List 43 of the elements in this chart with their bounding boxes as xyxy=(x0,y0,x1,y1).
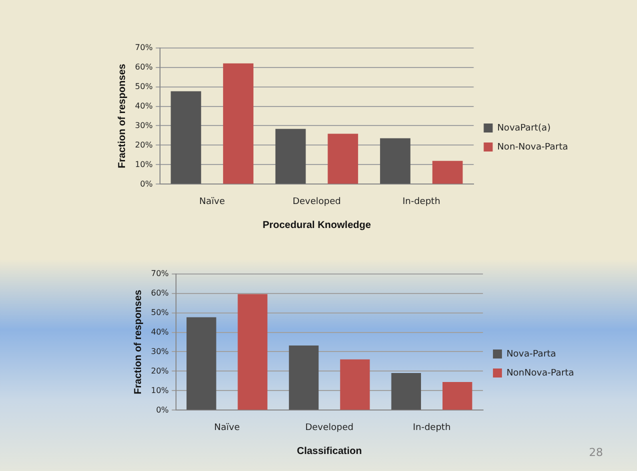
y-tick-label: 20% xyxy=(135,140,154,150)
bar xyxy=(275,128,306,184)
bar xyxy=(380,138,410,184)
bar xyxy=(442,382,472,410)
text: 28 xyxy=(589,446,603,459)
y-tick-label: 20% xyxy=(151,366,170,376)
y-axis-title: Fraction of responses xyxy=(132,289,144,394)
x-axis-title: Procedural Knowledge xyxy=(262,220,372,231)
x-tick-label: In-depth xyxy=(402,196,440,207)
y-axis-title: Fraction of responses xyxy=(116,63,128,168)
y-tick-label: 50% xyxy=(135,82,154,91)
y-tick-label: 30% xyxy=(135,120,154,130)
y-tick-label: 30% xyxy=(151,346,170,356)
bar xyxy=(238,294,268,410)
y-tick-label: 10% xyxy=(135,160,154,169)
x-tick-label: Naïve xyxy=(214,422,240,433)
x-tick-label: Developed xyxy=(305,422,354,433)
y-tick-label: 70% xyxy=(135,42,154,52)
y-tick-label: 0% xyxy=(140,179,154,188)
y-tick-label: 40% xyxy=(135,101,154,110)
x-axis-title: Classification xyxy=(296,446,362,457)
legend-label: NovaPart(a) xyxy=(497,123,551,134)
bar xyxy=(340,359,370,410)
y-tick-label: 40% xyxy=(151,327,170,336)
y-tick-label: 60% xyxy=(135,62,154,72)
y-tick-label: 70% xyxy=(151,268,170,278)
bar xyxy=(328,134,358,184)
bar xyxy=(391,372,421,410)
y-tick-label: 60% xyxy=(151,288,170,298)
y-tick-label: 50% xyxy=(151,308,170,317)
legend-label: Nova-Parta xyxy=(506,349,556,360)
x-tick-label: In-depth xyxy=(412,422,451,433)
bar xyxy=(288,346,319,410)
y-tick-label: 0% xyxy=(156,405,170,414)
bar xyxy=(186,317,216,410)
x-tick-label: Naïve xyxy=(199,196,226,207)
x-tick-label: Developed xyxy=(292,196,341,207)
bar xyxy=(170,91,202,184)
legend-label: Non-Nova-Parta xyxy=(497,142,568,152)
bar xyxy=(432,160,463,184)
legend-label: NonNova-Parta xyxy=(506,368,574,378)
bar xyxy=(223,63,254,184)
y-tick-label: 10% xyxy=(151,386,170,395)
